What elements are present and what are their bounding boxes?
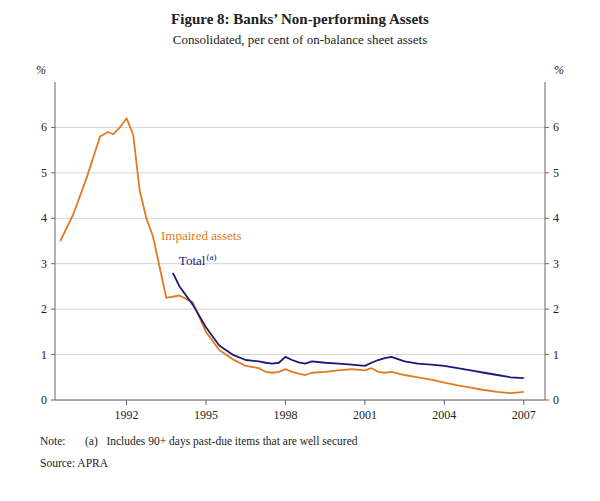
y-tick-label: 6 xyxy=(41,120,47,134)
y2-tick-label: 6 xyxy=(553,120,559,134)
y-tick xyxy=(51,218,55,219)
y-tick-label: 5 xyxy=(41,166,47,180)
grid xyxy=(55,127,545,400)
grid-line xyxy=(55,127,545,128)
grid-line xyxy=(55,354,545,355)
lines xyxy=(60,118,524,393)
y-axis-label: % xyxy=(36,63,46,77)
y2-tick-label: 1 xyxy=(553,348,559,362)
grid-line xyxy=(55,400,545,401)
x-tick-label: 1995 xyxy=(194,408,218,422)
x-tick xyxy=(444,400,445,405)
y2-tick-label: 3 xyxy=(553,257,559,271)
y2-tick xyxy=(545,127,549,128)
y2-tick xyxy=(545,172,549,173)
subtitle: Consolidated, per cent of on-balance she… xyxy=(173,32,428,47)
grid-line xyxy=(55,263,545,264)
y-axis-line xyxy=(55,82,56,400)
series-labels: Impaired assets Total(a) xyxy=(161,228,242,267)
note-text: (a) Includes 90+ days past-due items tha… xyxy=(85,435,358,448)
x-tick xyxy=(285,400,286,405)
y2-tick xyxy=(545,218,549,219)
grid-line xyxy=(55,218,545,219)
y-tick xyxy=(51,263,55,264)
y2-axis: 0 1 2 3 4 5 6 xyxy=(545,120,559,407)
y-tick xyxy=(51,354,55,355)
y-tick-label: 2 xyxy=(41,302,47,316)
x-tick-label: 1998 xyxy=(273,408,297,422)
series-line xyxy=(60,118,524,393)
grid-line xyxy=(55,309,545,310)
y-axis: 0 1 2 3 4 5 6 xyxy=(41,120,55,407)
y2-tick xyxy=(545,354,549,355)
x-axis-line xyxy=(55,400,545,401)
x-tick xyxy=(126,400,127,405)
series-label-superscript: (a) xyxy=(206,252,216,262)
chart: Figure 8: Banks’ Non-performing Assets Co… xyxy=(0,0,600,501)
series-label: Total xyxy=(179,253,206,268)
source: Source: APRA xyxy=(40,457,109,469)
note-label: Note: xyxy=(40,435,66,447)
x-tick-label: 2001 xyxy=(353,408,377,422)
series-line xyxy=(173,273,524,378)
y-tick xyxy=(51,127,55,128)
y-tick xyxy=(51,309,55,310)
y2-axis-line xyxy=(545,82,546,400)
y2-tick xyxy=(545,400,549,401)
y2-tick xyxy=(545,263,549,264)
x-tick xyxy=(523,400,524,405)
x-axis: 1992 1995 1998 2001 2004 2007 xyxy=(115,400,536,422)
y2-tick-label: 4 xyxy=(553,211,559,225)
y-tick-label: 4 xyxy=(41,211,47,225)
series-label: Impaired assets xyxy=(161,228,242,243)
y2-tick-label: 0 xyxy=(553,393,559,407)
grid-line xyxy=(55,172,545,173)
y-tick xyxy=(51,172,55,173)
title: Figure 8: Banks’ Non-performing Assets xyxy=(171,11,429,27)
y2-tick xyxy=(545,309,549,310)
x-tick-label: 2004 xyxy=(432,408,456,422)
x-tick-label: 2007 xyxy=(512,408,536,422)
y-tick-label: 0 xyxy=(41,393,47,407)
y-tick-label: 1 xyxy=(41,348,47,362)
x-tick xyxy=(205,400,206,405)
y-tick-label: 3 xyxy=(41,257,47,271)
y2-tick-label: 2 xyxy=(553,302,559,316)
x-tick xyxy=(364,400,365,405)
x-tick-label: 1992 xyxy=(115,408,139,422)
y2-axis-label: % xyxy=(554,63,564,77)
y2-tick-label: 5 xyxy=(553,166,559,180)
y-tick xyxy=(51,400,55,401)
